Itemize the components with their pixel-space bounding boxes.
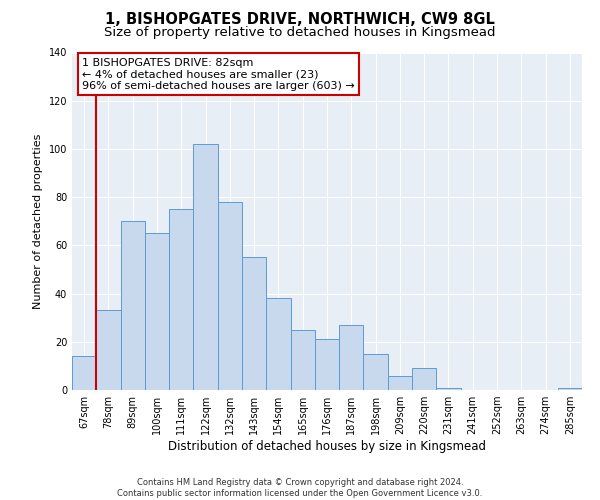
Bar — [169, 209, 193, 390]
Bar — [558, 388, 582, 390]
Bar — [388, 376, 412, 390]
Bar — [96, 310, 121, 390]
Bar — [193, 144, 218, 390]
Bar — [218, 202, 242, 390]
Bar — [290, 330, 315, 390]
Bar — [145, 234, 169, 390]
Text: Size of property relative to detached houses in Kingsmead: Size of property relative to detached ho… — [104, 26, 496, 39]
Text: 1, BISHOPGATES DRIVE, NORTHWICH, CW9 8GL: 1, BISHOPGATES DRIVE, NORTHWICH, CW9 8GL — [105, 12, 495, 28]
Text: Contains HM Land Registry data © Crown copyright and database right 2024.
Contai: Contains HM Land Registry data © Crown c… — [118, 478, 482, 498]
Bar — [364, 354, 388, 390]
Bar — [266, 298, 290, 390]
Bar — [315, 340, 339, 390]
Bar — [339, 325, 364, 390]
Y-axis label: Number of detached properties: Number of detached properties — [33, 134, 43, 309]
Bar — [412, 368, 436, 390]
Bar — [242, 258, 266, 390]
Bar — [121, 221, 145, 390]
Text: 1 BISHOPGATES DRIVE: 82sqm
← 4% of detached houses are smaller (23)
96% of semi-: 1 BISHOPGATES DRIVE: 82sqm ← 4% of detac… — [82, 58, 355, 91]
Bar — [436, 388, 461, 390]
X-axis label: Distribution of detached houses by size in Kingsmead: Distribution of detached houses by size … — [168, 440, 486, 453]
Bar — [72, 356, 96, 390]
